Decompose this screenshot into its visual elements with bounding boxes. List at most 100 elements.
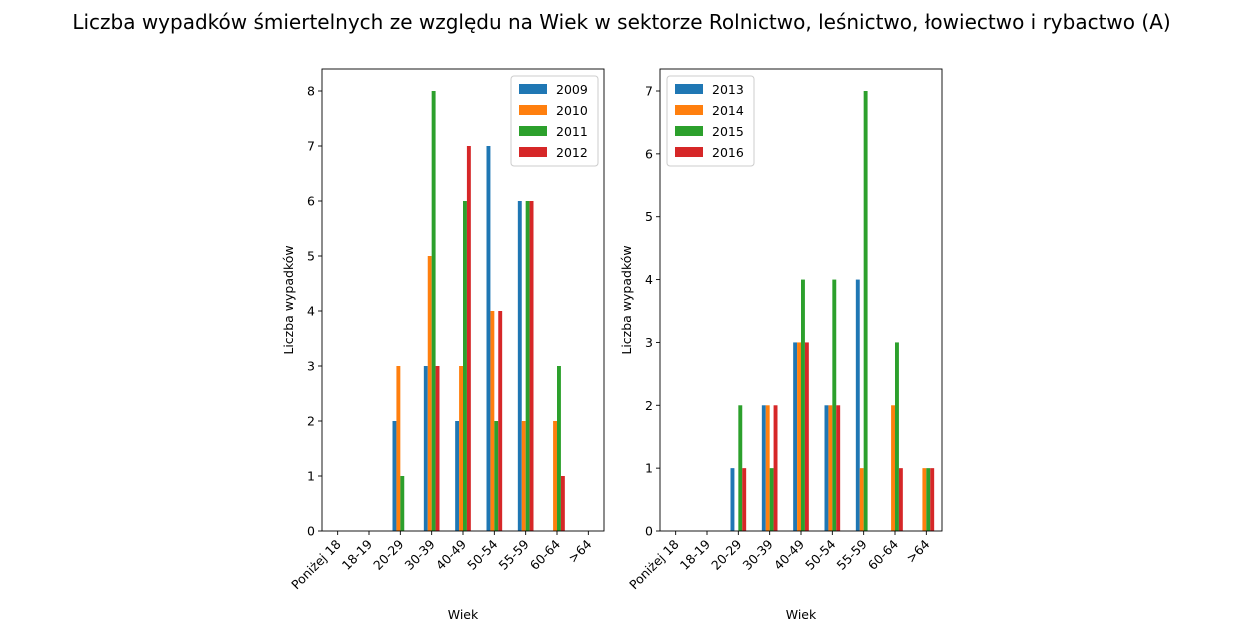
chart-title: Liczba wypadków śmiertelnych ze względu … [72, 10, 1170, 34]
y-tick-label: 2 [645, 398, 653, 413]
bar-2010-6 [521, 421, 526, 531]
bar-2014-7 [891, 405, 895, 531]
x-tick-label: 60-64 [865, 536, 901, 572]
x-tick-label: 30-39 [401, 536, 437, 572]
x-tick-label: 18-19 [677, 536, 713, 572]
bar-2011-2 [400, 476, 405, 531]
legend-swatch-2012 [519, 147, 547, 157]
bar-2015-5 [832, 279, 837, 531]
bar-2013-5 [824, 405, 829, 531]
legend-label-2010: 2010 [556, 103, 588, 118]
x-tick-label: 50-54 [802, 536, 838, 572]
legend-box [666, 75, 755, 167]
legend-label-2016: 2016 [712, 145, 744, 160]
x-tick-label: >64 [903, 536, 932, 565]
bar-2011-6 [525, 201, 530, 531]
bar-2009-5 [486, 146, 491, 531]
y-tick-label: 4 [307, 304, 315, 319]
bar-2016-7 [898, 468, 903, 531]
bar-2013-2 [730, 468, 735, 531]
bar-2015-6 [863, 91, 868, 531]
y-tick-label: 8 [307, 84, 315, 99]
bar-2009-3 [423, 366, 428, 531]
bar-2014-5 [828, 405, 833, 531]
bar-2015-7 [895, 342, 899, 531]
bar-2015-8 [926, 468, 931, 531]
legend-swatch-2009 [519, 84, 547, 94]
y-tick-label: 5 [645, 209, 653, 224]
legend-swatch-2010 [519, 105, 547, 115]
bar-2010-2 [396, 366, 401, 531]
x-tick-label: 18-19 [339, 536, 375, 572]
x-tick-label: 55-59 [833, 536, 869, 572]
bar-2013-3 [761, 405, 766, 531]
bar-2014-6 [859, 468, 864, 531]
bar-2012-3 [435, 366, 440, 531]
legend-label-2011: 2011 [556, 124, 588, 139]
x-tick-label: Poniżej 18 [288, 536, 344, 592]
legend-swatch-2015 [675, 126, 703, 136]
y-tick-label: 6 [645, 146, 653, 161]
x-tick-label: 30-39 [739, 536, 775, 572]
legend-label-2009: 2009 [556, 82, 588, 97]
y-tick-label: 1 [645, 461, 653, 476]
bar-2012-7 [560, 476, 565, 531]
bar-2011-4 [463, 201, 467, 531]
bar-2009-4 [455, 421, 460, 531]
legend-label-2012: 2012 [556, 145, 588, 160]
legend-box [510, 75, 599, 167]
bar-2012-6 [529, 201, 534, 531]
bar-2014-3 [765, 405, 770, 531]
right-subplot: 0 1 2 3 4 5 6 7 Poniżej 1818-1920-2930-3940-4950… [619, 68, 943, 622]
bar-2010-4 [459, 366, 463, 531]
bar-2016-2 [742, 468, 747, 531]
bar-2010-3 [427, 256, 432, 531]
x-tick-label: 55-59 [495, 536, 531, 572]
bar-2011-5 [494, 421, 499, 531]
bar-2012-4 [466, 146, 471, 531]
x-axis-label: Wiek [786, 607, 817, 622]
y-tick-label: 5 [307, 249, 315, 264]
bar-2011-7 [557, 366, 561, 531]
bar-2015-2 [738, 405, 743, 531]
x-tick-label: 60-64 [527, 536, 563, 572]
y-tick-label: 0 [645, 524, 653, 539]
x-tick-label: 50-54 [464, 536, 500, 572]
legend-label-2013: 2013 [712, 82, 744, 97]
bar-2013-6 [855, 279, 860, 531]
y-tick-label: 6 [307, 194, 315, 209]
legend-swatch-2011 [519, 126, 547, 136]
legend-label-2014: 2014 [712, 103, 744, 118]
y-tick-label: 4 [645, 272, 653, 287]
bar-2009-2 [392, 421, 397, 531]
y-tick-label: 3 [307, 359, 315, 374]
x-axis-label: Wiek [448, 607, 479, 622]
bar-2013-4 [793, 342, 798, 531]
bar-2010-5 [490, 311, 495, 531]
bar-2014-4 [797, 342, 801, 531]
bar-2014-8 [922, 468, 927, 531]
x-tick-label: 20-29 [708, 536, 744, 572]
x-tick-label: 40-49 [433, 536, 469, 572]
x-tick-label: Poniżej 18 [626, 536, 682, 592]
legend-swatch-2016 [675, 147, 703, 157]
x-tick-label: 20-29 [370, 536, 406, 572]
bar-2016-4 [804, 342, 809, 531]
y-axis-label: Liczba wypadków [619, 245, 634, 354]
legend-swatch-2013 [675, 84, 703, 94]
bar-2015-3 [769, 468, 774, 531]
bar-2011-3 [431, 91, 436, 531]
bar-2015-4 [801, 279, 805, 531]
bar-2016-3 [773, 405, 778, 531]
y-tick-label: 3 [645, 335, 653, 350]
y-tick-label: 1 [307, 469, 315, 484]
bar-2012-5 [498, 311, 503, 531]
y-tick-label: 2 [307, 414, 315, 429]
legend-swatch-2014 [675, 105, 703, 115]
y-axis-label: Liczba wypadków [281, 245, 296, 354]
y-tick-label: 7 [645, 84, 653, 99]
bar-2016-8 [930, 468, 935, 531]
bar-2016-5 [836, 405, 841, 531]
